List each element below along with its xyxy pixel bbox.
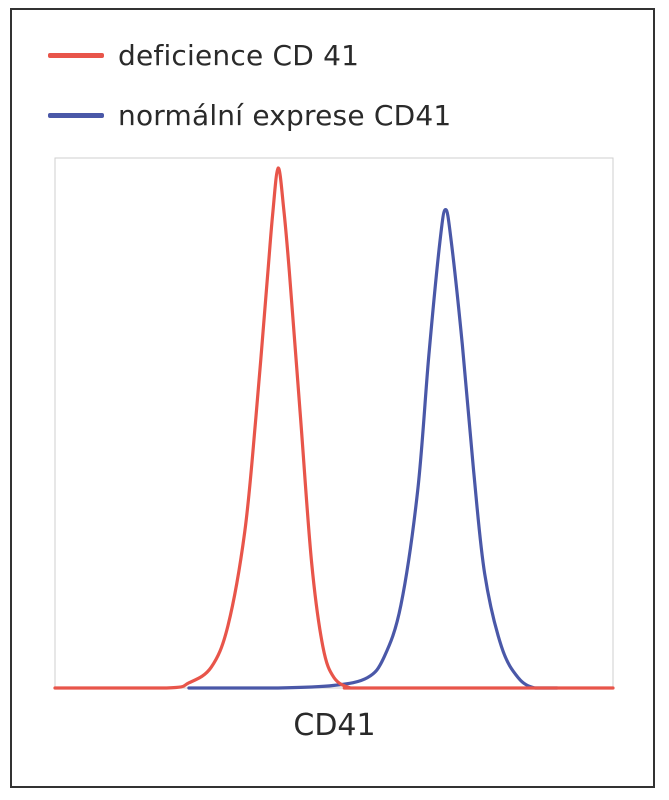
legend-label-deficience: deficience CD 41 <box>118 38 360 72</box>
legend-item-normal: normální exprese CD41 <box>48 98 451 132</box>
legend-swatch-normal <box>48 112 104 118</box>
series-line-deficience <box>53 166 615 690</box>
legend-swatch-deficience <box>48 52 104 58</box>
plot-frame <box>54 157 614 689</box>
legend-label-normal: normální exprese CD41 <box>118 98 452 132</box>
legend: deficience CD 41 normální exprese CD41 <box>48 38 451 158</box>
x-axis-label: CD41 <box>293 708 376 743</box>
series-layer <box>53 166 615 690</box>
series-line-normal <box>187 208 559 690</box>
legend-item-deficience: deficience CD 41 <box>48 38 451 72</box>
figure-frame <box>10 8 655 788</box>
